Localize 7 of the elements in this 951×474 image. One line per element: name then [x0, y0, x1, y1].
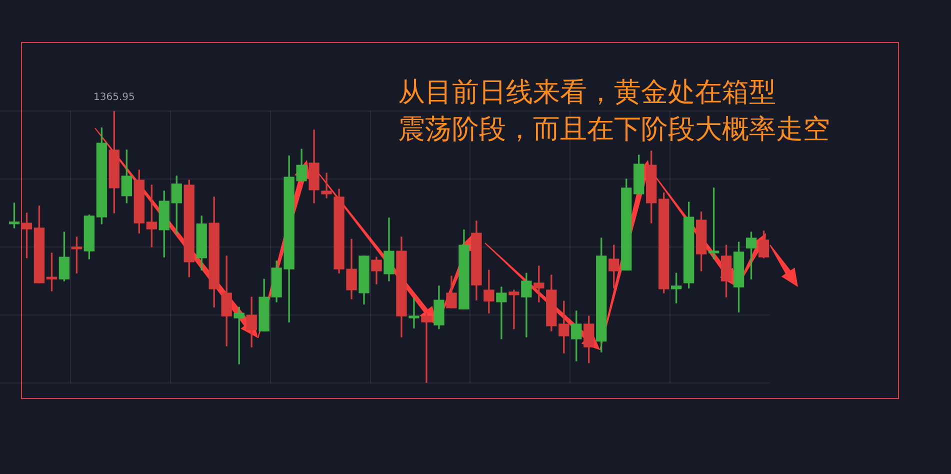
candlestick	[408, 298, 420, 328]
candlestick	[421, 312, 432, 383]
candlestick	[496, 286, 507, 340]
annotation: 1365.95	[93, 92, 135, 103]
annotation: 震荡阶段，而且在下阶段大概率走空	[398, 113, 830, 147]
text: 从目前日线来看，黄金处在箱型	[398, 76, 777, 110]
candlestick	[321, 172, 332, 198]
